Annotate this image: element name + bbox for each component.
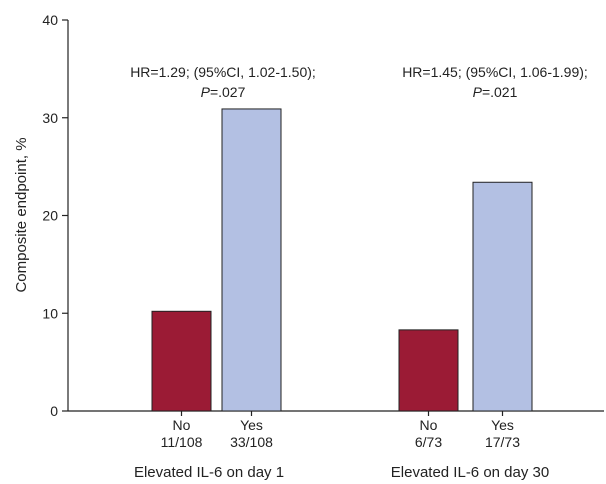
y-tick-label: 40 (42, 12, 58, 28)
hr-annotation: HR=1.45; (95%CI, 1.06-1.99); (402, 64, 588, 80)
count-label: 33/108 (230, 434, 273, 450)
group-label: Elevated IL-6 on day 30 (391, 464, 549, 481)
p-value: =.021 (482, 84, 518, 100)
count-label: 17/73 (485, 434, 520, 450)
p-label: P (473, 84, 483, 100)
y-ticks: 0 10 20 30 40 (42, 12, 68, 419)
p-value-annotation: P=.027 (201, 84, 246, 100)
count-label: 6/73 (415, 434, 442, 450)
bars (151, 108, 533, 412)
y-tick-label: 0 (50, 403, 58, 419)
x-tick-label: No (173, 417, 191, 433)
bar-0-1 (221, 108, 282, 412)
bar-0-0 (151, 310, 212, 412)
y-tick-label: 10 (42, 305, 58, 321)
p-label: P (201, 84, 211, 100)
bar-1-1 (472, 181, 533, 412)
y-tick-label: 30 (42, 110, 58, 126)
y-tick-label: 20 (42, 208, 58, 224)
count-label: 11/108 (161, 434, 203, 450)
x-tick-label: No (420, 417, 438, 433)
hr-annotation: HR=1.29; (95%CI, 1.02-1.50); (130, 64, 316, 80)
p-value-annotation: P=.021 (473, 84, 518, 100)
bar-1-0 (398, 329, 459, 412)
p-value: =.027 (210, 84, 246, 100)
y-axis-label: Composite endpoint, % (13, 137, 30, 292)
annotations: HR=1.29; (95%CI, 1.02-1.50);P=.027HR=1.4… (130, 64, 588, 100)
x-tick-label: Yes (491, 417, 514, 433)
x-tick-label: Yes (240, 417, 263, 433)
group-label: Elevated IL-6 on day 1 (134, 464, 284, 481)
